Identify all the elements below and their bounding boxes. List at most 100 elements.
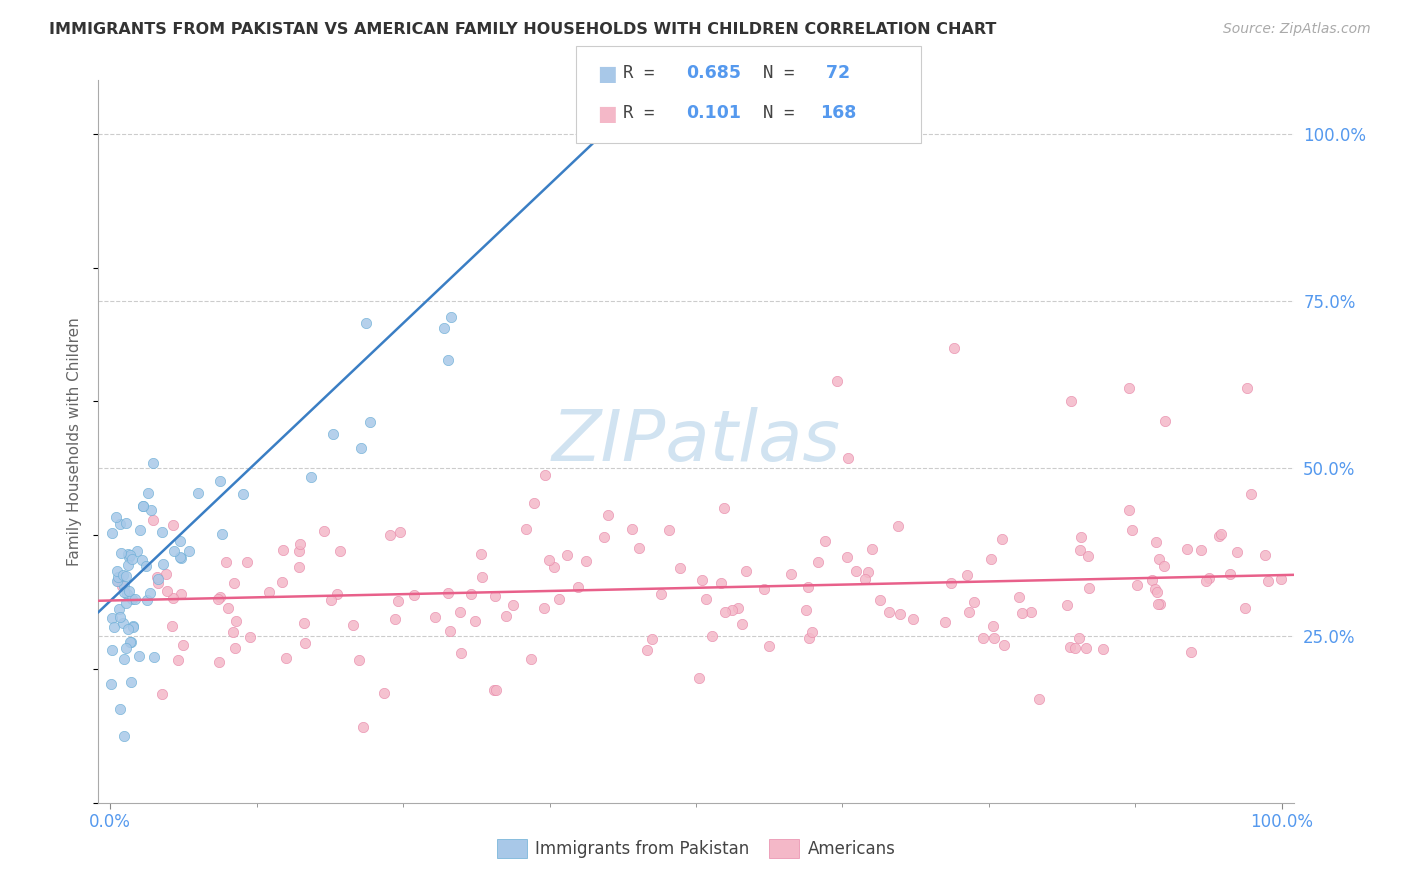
Point [136, 593, 159, 607]
Point [538, 552, 561, 566]
Point [107, 574, 129, 588]
Point [114, 640, 136, 655]
Point [700, 629, 723, 643]
Point [1008, 591, 1031, 605]
Point [117, 558, 139, 573]
Point [162, 518, 184, 533]
Point [1175, 542, 1198, 557]
Point [208, 590, 231, 604]
Point [957, 605, 980, 619]
Point [329, 543, 352, 558]
Point [162, 591, 184, 606]
Point [889, 607, 911, 621]
Point [1118, 381, 1140, 395]
Point [1056, 598, 1078, 612]
Point [860, 542, 883, 557]
Point [752, 582, 775, 596]
Text: N =: N = [763, 104, 806, 122]
Point [1189, 542, 1212, 557]
Point [523, 496, 546, 510]
Point [222, 575, 245, 590]
Point [108, 602, 131, 616]
Point [731, 616, 754, 631]
Point [146, 569, 169, 583]
Point [636, 642, 658, 657]
Point [628, 541, 651, 555]
Point [112, 652, 135, 666]
Point [714, 605, 737, 619]
Point [110, 579, 132, 593]
Point [1144, 582, 1167, 596]
Point [117, 549, 139, 564]
Point [650, 587, 672, 601]
Point [1219, 567, 1241, 582]
Point [104, 510, 127, 524]
Point [112, 616, 135, 631]
Point [118, 548, 141, 562]
Point [169, 550, 191, 565]
Point [658, 523, 681, 537]
Point [593, 530, 616, 544]
Text: 72: 72 [820, 64, 849, 82]
Point [972, 631, 994, 645]
Point [813, 533, 835, 548]
Point [450, 647, 472, 661]
Point [187, 485, 209, 500]
Point [1070, 530, 1092, 544]
Point [156, 583, 179, 598]
Point [519, 652, 541, 666]
Text: 0.685: 0.685 [686, 64, 741, 82]
Point [287, 544, 309, 558]
Point [325, 587, 347, 601]
Point [215, 555, 238, 569]
Point [555, 548, 578, 562]
Point [423, 610, 446, 624]
Point [101, 642, 124, 657]
Point [142, 513, 165, 527]
Point [901, 612, 924, 626]
Point [853, 572, 876, 586]
Point [177, 543, 200, 558]
Point [155, 567, 177, 582]
Point [115, 568, 138, 582]
Point [112, 585, 135, 599]
Point [211, 527, 233, 541]
Point [128, 523, 150, 537]
Point [735, 564, 758, 578]
Point [136, 486, 159, 500]
Point [103, 619, 125, 633]
Point [534, 467, 557, 482]
Point [150, 687, 173, 701]
Point [1195, 574, 1218, 588]
Point [118, 584, 141, 599]
Point [224, 640, 246, 655]
Point [232, 486, 254, 500]
Point [350, 441, 373, 455]
Point [221, 625, 243, 640]
Point [167, 653, 190, 667]
Legend: Immigrants from Pakistan, Americans: Immigrants from Pakistan, Americans [488, 830, 904, 867]
Point [173, 638, 195, 652]
Point [439, 310, 461, 324]
Point [807, 555, 830, 569]
Point [941, 576, 963, 591]
Point [1059, 640, 1081, 654]
Point [270, 574, 292, 589]
Point [1011, 606, 1033, 620]
Point [105, 564, 128, 578]
Text: ■: ■ [598, 64, 617, 84]
Point [207, 591, 229, 606]
Point [235, 555, 257, 569]
Point [359, 415, 381, 429]
Point [797, 631, 820, 645]
Point [349, 653, 371, 667]
Point [692, 573, 714, 587]
Point [143, 650, 166, 665]
Point [713, 501, 735, 516]
Point [121, 619, 143, 633]
Point [100, 677, 122, 691]
Point [1078, 581, 1101, 595]
Point [101, 526, 124, 541]
Point [122, 620, 145, 634]
Point [120, 635, 142, 649]
